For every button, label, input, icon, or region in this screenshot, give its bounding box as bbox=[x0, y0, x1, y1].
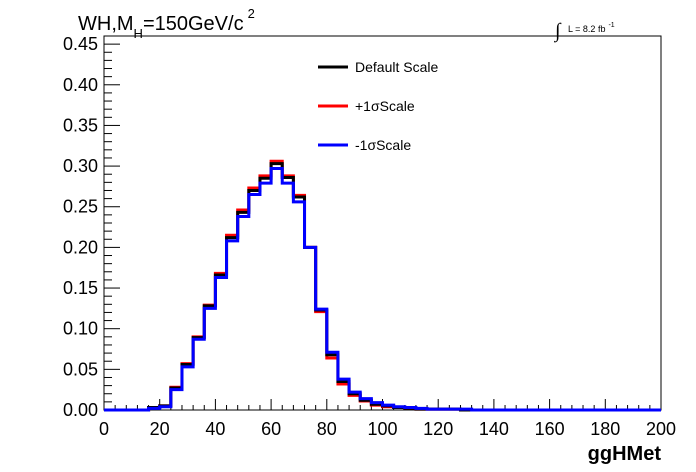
title-superscript: 2 bbox=[248, 6, 255, 21]
x-tick-label: 80 bbox=[317, 419, 337, 439]
x-axis-title: ggHMet bbox=[588, 443, 662, 465]
x-tick-label: 40 bbox=[205, 419, 225, 439]
y-tick-label: 0.45 bbox=[63, 34, 98, 54]
legend-label: -1σScale bbox=[355, 137, 411, 153]
chart-title: WH,MH=150GeV/c 2 bbox=[78, 6, 255, 41]
y-tick-label: 0.05 bbox=[63, 359, 98, 379]
title-prefix: WH,M bbox=[78, 13, 134, 35]
x-tick-label: 160 bbox=[535, 419, 565, 439]
y-tick-label: 0.30 bbox=[63, 156, 98, 176]
x-tick-label: 60 bbox=[261, 419, 281, 439]
x-tick-label: 200 bbox=[646, 419, 676, 439]
series-line-default-scale bbox=[104, 162, 661, 412]
lumi-superscript: -1 bbox=[608, 22, 614, 29]
x-tick-label: 100 bbox=[367, 419, 397, 439]
x-tick-label: 20 bbox=[150, 419, 170, 439]
x-tick-label: 120 bbox=[423, 419, 453, 439]
y-tick-label: 0.15 bbox=[63, 278, 98, 298]
y-tick-label: 0.20 bbox=[63, 237, 98, 257]
series-line-minus-1sigma-scale bbox=[104, 167, 661, 412]
lumi-text: L = 8.2 fb bbox=[568, 24, 605, 34]
plot-frame bbox=[103, 35, 662, 411]
lumi-integral: ∫ bbox=[553, 20, 562, 43]
x-tick-label: 180 bbox=[590, 419, 620, 439]
y-tick-label: 0.40 bbox=[63, 75, 98, 95]
y-tick-label: 0.10 bbox=[63, 319, 98, 339]
legend-label: +1σScale bbox=[355, 98, 415, 114]
lumi-label: L = 8.2 fb -1 bbox=[568, 22, 615, 34]
legend-label: Default Scale bbox=[355, 59, 438, 75]
series-line-plus-1sigma-scale bbox=[104, 159, 661, 412]
axes: 0 20 40 60 80 100 120 140 160 180 200 0.00 0.05 0.10 0… bbox=[63, 34, 676, 439]
title-main: =150GeV/c bbox=[143, 13, 244, 35]
y-tick-label: 0.25 bbox=[63, 197, 98, 217]
y-tick-label: 0.35 bbox=[63, 115, 98, 135]
title-subscript: H bbox=[134, 26, 143, 41]
series-group bbox=[104, 159, 661, 412]
x-tick-label: 140 bbox=[479, 419, 509, 439]
legend: Default Scale +1σScale -1σScale bbox=[318, 59, 438, 153]
y-tick-label: 0.00 bbox=[63, 400, 98, 420]
x-tick-label: 0 bbox=[99, 419, 109, 439]
